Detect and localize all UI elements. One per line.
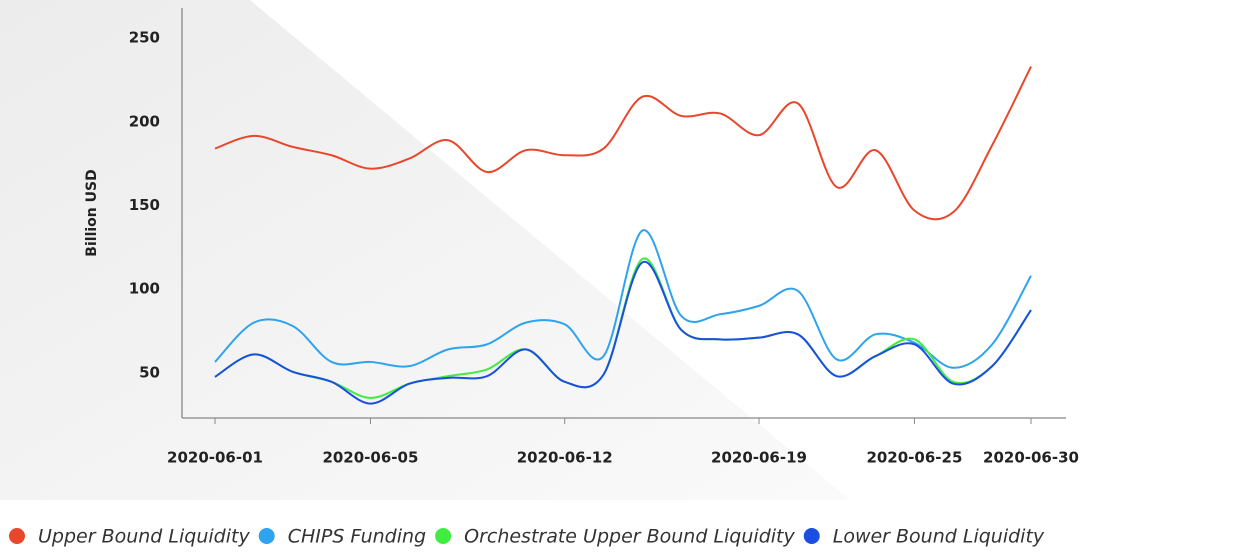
x-tick-label: 2020-06-12 [517,449,613,467]
legend-marker [435,528,452,544]
y-tick-label: 200 [129,112,160,130]
legend-marker [803,528,820,544]
legend-marker [258,528,275,544]
legend-label: CHIPS Funding [288,526,426,548]
legend-label: Lower Bound Liquidity [833,526,1045,548]
x-tick-label: 2020-06-19 [711,449,807,467]
series-line [214,66,1032,221]
series-line [214,229,1032,369]
x-tick-label: 2020-06-05 [322,449,418,467]
series-line [214,261,1032,405]
y-tick-label: 50 [139,363,160,381]
legend-label: Orchestrate Upper Bound Liquidity [464,526,795,548]
y-tick-label: 150 [129,196,160,214]
background-shape [0,0,850,500]
x-tick-label: 2020-06-25 [866,449,962,467]
y-axis-label: Billion USD [84,169,100,256]
legend-label: Upper Bound Liquidity [38,526,250,548]
legend-marker [9,528,25,544]
x-tick-label: 2020-06-30 [983,449,1079,467]
x-tick-label: 2020-06-01 [167,449,263,467]
y-tick-label: 250 [129,29,160,47]
y-tick-label: 100 [129,280,160,298]
